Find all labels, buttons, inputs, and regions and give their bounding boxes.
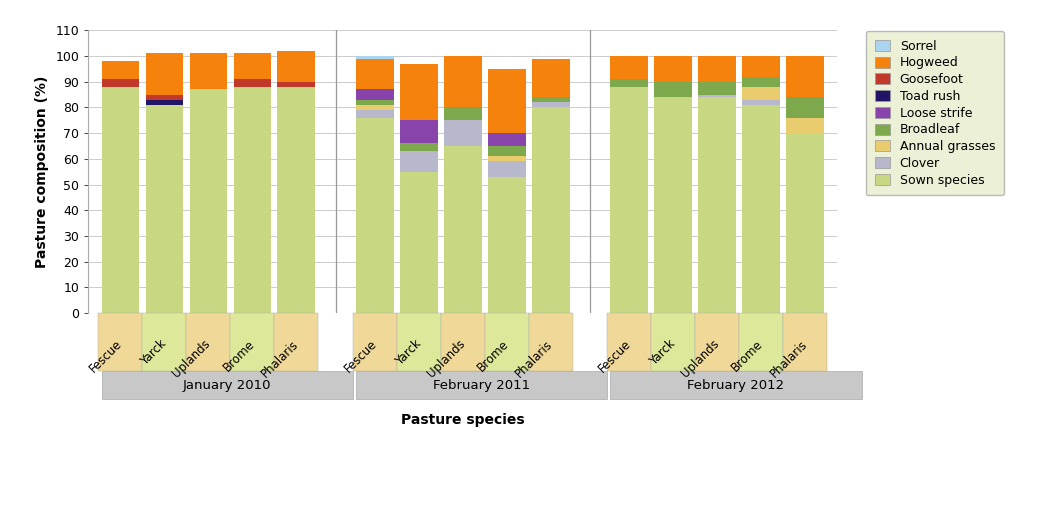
Bar	[234, 54, 271, 79]
Text: Yarck: Yarck	[647, 337, 678, 369]
Bar	[444, 56, 482, 108]
Bar	[444, 108, 482, 120]
Bar	[356, 110, 394, 118]
Bar	[743, 87, 780, 99]
Bar	[234, 87, 271, 313]
Bar	[743, 99, 780, 105]
Bar	[234, 79, 271, 87]
Bar	[654, 82, 692, 97]
Bar	[488, 133, 525, 146]
Text: Brome: Brome	[729, 337, 765, 374]
Bar	[699, 56, 736, 82]
Bar	[610, 87, 648, 313]
Text: Phalaris: Phalaris	[768, 337, 810, 380]
Bar	[189, 54, 227, 89]
Bar	[699, 94, 736, 97]
Bar	[786, 97, 824, 118]
Text: Brome: Brome	[475, 337, 512, 374]
Bar	[699, 97, 736, 313]
Text: Fescue: Fescue	[596, 337, 633, 375]
Bar	[189, 89, 227, 313]
Bar	[356, 59, 394, 89]
Bar	[786, 133, 824, 313]
Bar	[278, 51, 315, 82]
Bar	[278, 82, 315, 87]
Bar	[146, 94, 183, 99]
Bar	[278, 87, 315, 313]
Bar	[102, 79, 139, 87]
Text: Phalaris: Phalaris	[513, 337, 555, 380]
Text: Uplands: Uplands	[170, 337, 213, 380]
Bar	[400, 64, 438, 120]
Bar	[531, 108, 570, 313]
Text: January 2010: January 2010	[183, 379, 271, 391]
Bar	[356, 56, 394, 59]
Bar	[610, 79, 648, 87]
Bar	[488, 146, 525, 156]
Y-axis label: Pasture composition (%): Pasture composition (%)	[34, 76, 49, 268]
Bar	[146, 99, 183, 105]
Bar	[654, 56, 692, 82]
Bar	[444, 120, 482, 146]
Bar	[400, 120, 438, 143]
Text: Fescue: Fescue	[87, 337, 125, 375]
Bar	[743, 105, 780, 313]
Bar	[356, 105, 394, 110]
Bar	[146, 105, 183, 313]
Bar	[488, 156, 525, 162]
Text: Uplands: Uplands	[424, 337, 467, 380]
Bar	[743, 56, 780, 77]
Bar	[444, 146, 482, 313]
Bar	[531, 97, 570, 103]
Bar	[400, 143, 438, 151]
Text: Brome: Brome	[220, 337, 257, 374]
Bar	[488, 162, 525, 177]
Bar	[786, 118, 824, 133]
Bar	[356, 89, 394, 99]
Text: Yarck: Yarck	[138, 337, 170, 369]
Bar	[531, 103, 570, 108]
Text: Fescue: Fescue	[341, 337, 380, 375]
Bar	[356, 99, 394, 105]
Legend: Sorrel, Hogweed, Goosefoot, Toad rush, Loose strife, Broadleaf, Annual grasses, : Sorrel, Hogweed, Goosefoot, Toad rush, L…	[866, 31, 1004, 195]
Bar	[400, 151, 438, 172]
Bar	[743, 77, 780, 87]
Text: February 2012: February 2012	[687, 379, 784, 391]
Bar	[488, 177, 525, 313]
Bar	[786, 56, 824, 97]
Text: Uplands: Uplands	[679, 337, 722, 380]
Bar	[610, 56, 648, 79]
Text: February 2011: February 2011	[433, 379, 530, 391]
Bar	[146, 54, 183, 94]
Bar	[531, 59, 570, 97]
Bar	[102, 61, 139, 79]
Bar	[654, 97, 692, 313]
Bar	[356, 118, 394, 313]
Bar	[699, 82, 736, 94]
Text: Pasture species: Pasture species	[401, 413, 524, 427]
Bar	[488, 69, 525, 133]
Text: Yarck: Yarck	[392, 337, 423, 369]
Bar	[102, 87, 139, 313]
Text: Phalaris: Phalaris	[259, 337, 301, 380]
Bar	[400, 172, 438, 313]
